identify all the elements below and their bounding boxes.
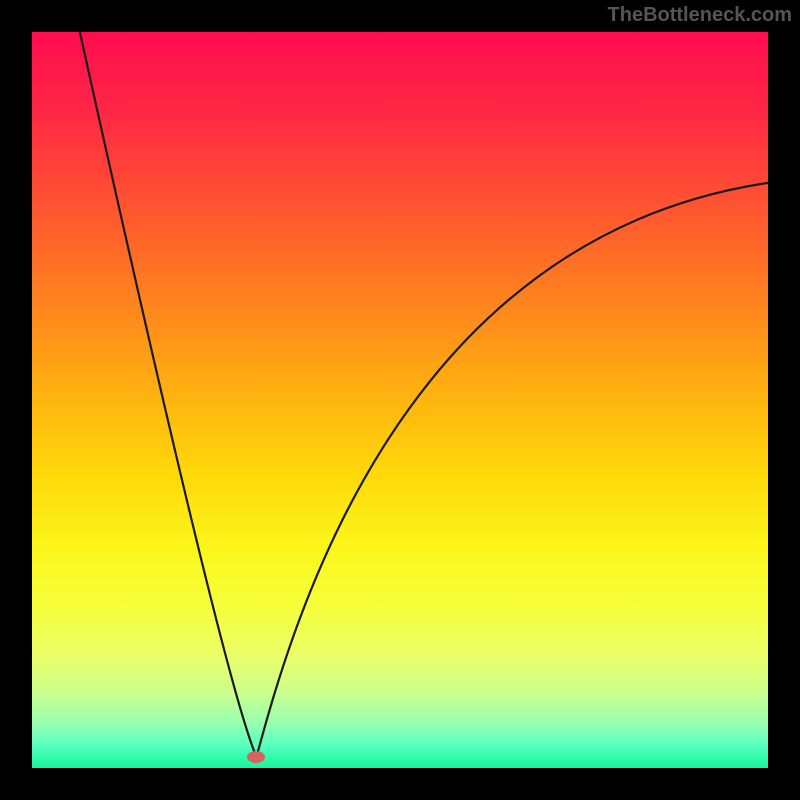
bottleneck-curve — [80, 32, 768, 757]
chart-container: TheBottleneck.com — [0, 0, 800, 800]
watermark-text: TheBottleneck.com — [608, 4, 792, 27]
curve-layer — [32, 32, 768, 768]
plot-area — [32, 32, 768, 768]
minimum-marker — [247, 751, 265, 763]
